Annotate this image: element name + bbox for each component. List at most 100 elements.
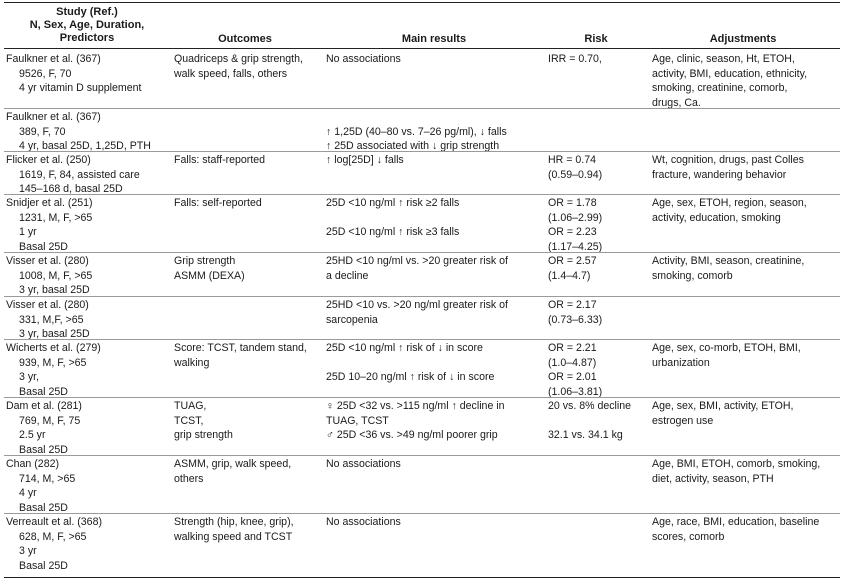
risk-cell-line: OR = 2.23 [548, 226, 597, 239]
row-separator [4, 194, 840, 195]
outcomes-cell-line: Score: TCST, tandem stand, [174, 342, 307, 354]
study-cell-line: 769, M, F, 75 [19, 414, 81, 427]
risk-cell-line: (1.06–2.99) [548, 211, 603, 224]
main-results-cell-line [326, 110, 548, 125]
study-cell-line: 3 yr, basal 25D [19, 328, 90, 341]
risk-cell-line: (0.59–0.94) [548, 168, 603, 181]
row-separator [4, 151, 840, 152]
adjustments-cell: Age, race, BMI, education, baseline score… [652, 515, 840, 544]
adjustments-cell-line: fracture, wandering behavior [652, 168, 787, 181]
outcomes-cell-line: Grip strength [174, 255, 236, 267]
study-cell: Snidjer et al. (251) 1231, M, F, >65 1 yr B… [6, 196, 172, 254]
main-results-cell-line: No associations [326, 53, 401, 65]
risk-cell-line: 20 vs. 8% decline [548, 400, 632, 412]
adjustments-cell-line: activity, education, smoking [652, 211, 781, 224]
adjustments-cell: Wt, cognition, drugs, past Colles fractur… [652, 153, 840, 182]
adjustments-cell: Age, sex, ETOH, region, season, activity,… [652, 196, 840, 225]
study-cell: Verreault et al. (368) 628, M, F, >65 3 yr… [6, 515, 172, 573]
study-cell: Flicker et al. (250) 1619, F, 84, assiste… [6, 153, 172, 197]
adjustments-cell: Age, BMI, ETOH, comorb, smoking, diet, ac… [652, 457, 840, 486]
adjustments-cell-line: smoking, creatinine, comorb, [652, 82, 788, 95]
header-outcomes: Outcomes [218, 33, 272, 45]
study-cell-line: 2.5 yr [19, 429, 46, 442]
study-cell: Chan (282) 714, M, >65 4 yr Basal 25D [6, 457, 172, 515]
row-separator [4, 455, 840, 456]
header-rule [4, 48, 840, 49]
risk-cell-line [548, 414, 650, 429]
study-cell-line: Dam et al. (281) [6, 400, 82, 412]
risk-cell-line: IRR = 0.70, [548, 53, 602, 65]
row-separator [4, 397, 840, 398]
main-results-cell-line: 25D <10 ng/ml ↑ risk ≥3 falls [326, 226, 460, 239]
risk-cell-line: HR = 0.74 [548, 154, 596, 166]
outcomes-cell: TUAG, TCST, grip strength [174, 399, 324, 443]
study-cell-line: 1231, M, F, >65 [19, 211, 93, 224]
main-results-cell-line: ↑ 25D associated with ↓ grip strength [326, 140, 500, 153]
outcomes-cell: Falls: self-reported [174, 196, 324, 211]
study-cell-line: 939, M, F, >65 [19, 356, 87, 369]
outcomes-cell-line: walking [174, 356, 210, 369]
main-results-cell: 25D <10 ng/ml ↑ risk of ↓ in score 25D 1… [326, 341, 548, 385]
adjustments-cell-line: Wt, cognition, drugs, past Colles [652, 154, 804, 166]
adjustments-cell-line: scores, comorb [652, 530, 725, 543]
main-results-cell-line: ♂ 25D <36 vs. >49 ng/ml poorer grip [326, 429, 498, 442]
risk-cell-line: OR = 2.21 [548, 342, 597, 354]
adjustments-cell: Age, sex, co-morb, ETOH, BMI, urbanizatio… [652, 341, 840, 370]
adjustments-cell-line: estrogen use [652, 414, 714, 427]
study-cell-line: 628, M, F, >65 [19, 530, 87, 543]
main-results-cell-line: 25D 10–20 ng/ml ↑ risk of ↓ in score [326, 371, 495, 384]
outcomes-cell-line: others [174, 472, 204, 485]
study-cell-line: Visser et al. (280) [6, 299, 89, 311]
adjustments-cell: Age, sex, BMI, activity, ETOH, estrogen u… [652, 399, 840, 428]
study-cell-line: 3 yr, basal 25D [19, 284, 90, 297]
study-cell-line: 331, M,F, >65 [19, 313, 84, 326]
adjustments-cell-line: Age, race, BMI, education, baseline [652, 516, 820, 528]
adjustments-cell-line: Age, BMI, ETOH, comorb, smoking, [652, 458, 821, 470]
study-cell-line: 1008, M, F, >65 [19, 269, 93, 282]
outcomes-cell: Strength (hip, knee, grip), walking speed… [174, 515, 324, 544]
risk-cell: HR = 0.74 (0.59–0.94) [548, 153, 650, 182]
main-results-cell: ♀ 25D <32 vs. >115 ng/ml ↑ decline in TUA… [326, 399, 548, 443]
header-risk: Risk [584, 33, 608, 45]
outcomes-cell: Score: TCST, tandem stand, walking [174, 341, 324, 370]
main-results-cell-line: ♀ 25D <32 vs. >115 ng/ml ↑ decline in [326, 400, 505, 412]
study-cell: Visser et al. (280) 1008, M, F, >65 3 yr, … [6, 254, 172, 298]
outcomes-cell: Quadriceps & grip strength, walk speed, f… [174, 52, 324, 81]
outcomes-cell-line: ASMM (DEXA) [174, 269, 245, 282]
adjustments-cell-line: Age, sex, BMI, activity, ETOH, [652, 400, 794, 412]
main-results-cell: No associations [326, 52, 548, 67]
risk-cell: OR = 1.78 (1.06–2.99) OR = 2.23 (1.17–4.25) [548, 196, 650, 254]
main-results-cell-line: ↑ log[25D] ↓ falls [326, 154, 404, 166]
main-results-cell-line: TUAG, TCST [326, 414, 389, 427]
adjustments-cell-line: urbanization [652, 356, 710, 369]
header-adjustments: Adjustments [709, 33, 777, 45]
study-cell-line: 9526, F, 70 [19, 67, 72, 80]
main-results-cell-line: ↑ 1,25D (40–80 vs. 7–26 pg/ml), ↓ falls [326, 125, 507, 138]
risk-cell-line: OR = 2.17 [548, 299, 597, 311]
adjustments-cell: Activity, BMI, season, creatinine, smokin… [652, 254, 840, 283]
outcomes-cell: Grip strength ASMM (DEXA) [174, 254, 324, 283]
study-cell-line: 1 yr [19, 226, 37, 239]
risk-cell: OR = 2.21 (1.0–4.87) OR = 2.01 (1.06–3.81) [548, 341, 650, 399]
row-separator [4, 513, 840, 514]
risk-cell-line: (0.73–6.33) [548, 313, 603, 326]
risk-cell: IRR = 0.70, [548, 52, 650, 67]
study-cell-line: 3 yr, [19, 371, 40, 384]
adjustments-cell-line: Age, sex, ETOH, region, season, [652, 197, 807, 209]
study-cell: Wicherts et al. (279) 939, M, F, >65 3 yr,… [6, 341, 172, 399]
main-results-cell: No associations [326, 515, 548, 530]
adjustments-cell-line: Age, clinic, season, Ht, ETOH, [652, 53, 795, 65]
study-cell-line: 3 yr [19, 545, 37, 558]
main-results-cell-line: sarcopenia [326, 313, 378, 326]
study-cell-line: Basal 25D [19, 443, 68, 456]
adjustments-cell-line: smoking, comorb [652, 269, 733, 282]
study-cell-line: 4 yr, basal 25D, 1,25D, PTH [19, 140, 151, 153]
outcomes-cell: Falls: staff-reported [174, 153, 324, 168]
row-separator [4, 296, 840, 297]
study-cell-line: 4 yr vitamin D supplement [19, 82, 142, 95]
outcomes-cell-line: Falls: staff-reported [174, 154, 266, 166]
main-results-cell-line: 25HD <10 ng/ml vs. >20 greater risk of [326, 255, 508, 267]
adjustments-cell-line: Activity, BMI, season, creatinine, [652, 255, 805, 267]
header-main-results: Main results [401, 33, 467, 45]
study-cell-line: 145–168 d, basal 25D [19, 183, 123, 196]
